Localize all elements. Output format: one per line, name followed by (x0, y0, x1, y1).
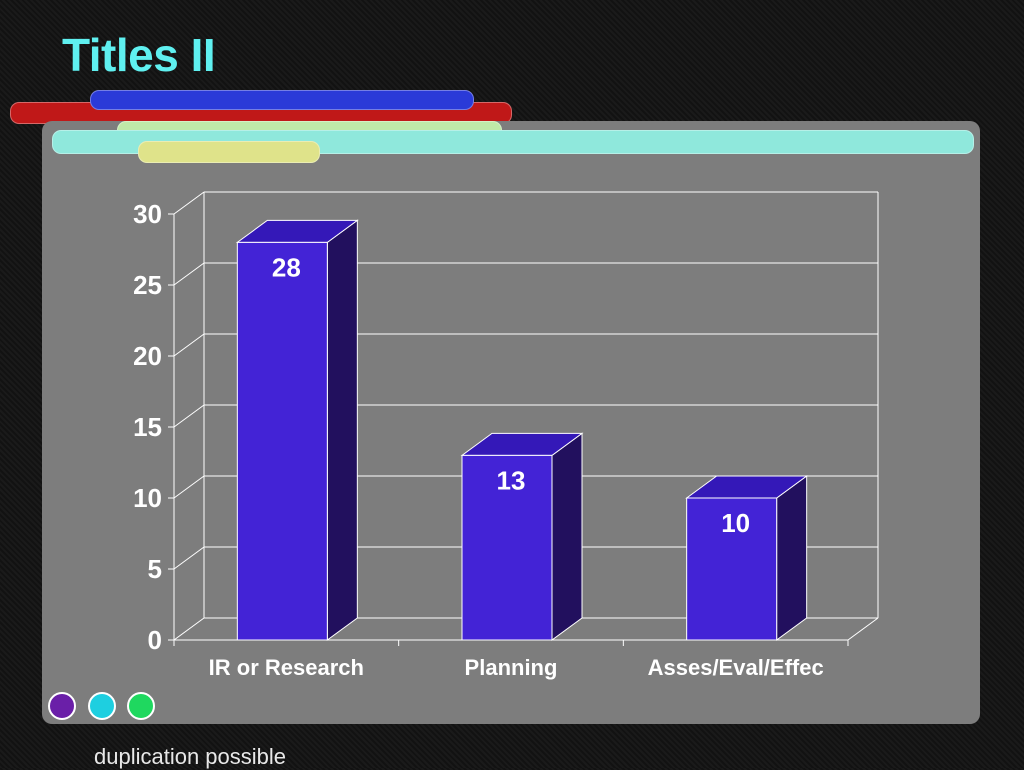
bar-side (326, 219, 358, 641)
y-tick-label: 25 (133, 270, 162, 300)
floor-edge (847, 617, 879, 641)
bar (461, 454, 553, 641)
x-tick-label: Asses/Eval/Effec (648, 655, 824, 680)
y-tick-label: 30 (133, 199, 162, 229)
bar (236, 241, 328, 641)
y-tick-label: 15 (133, 412, 162, 442)
gridline-depth (173, 546, 205, 570)
data-label: 10 (721, 508, 750, 538)
page-title: Titles II (62, 29, 216, 81)
gridline-depth (173, 191, 205, 215)
gridline-depth (173, 617, 205, 641)
y-tick-label: 0 (148, 625, 162, 655)
purple-dot-icon (48, 692, 76, 720)
y-tick-label: 20 (133, 341, 162, 371)
y-tick-label: 10 (133, 483, 162, 513)
gridline-depth (173, 333, 205, 357)
data-label: 28 (272, 252, 301, 282)
cyan-dot-icon (88, 692, 116, 720)
bar (686, 497, 778, 641)
data-label: 13 (497, 465, 526, 495)
x-tick-label: Planning (465, 655, 558, 680)
bar-side (776, 475, 808, 641)
x-tick-label: IR or Research (209, 655, 364, 680)
y-tick-label: 5 (148, 554, 162, 584)
gridline-depth (173, 475, 205, 499)
gridline-depth (173, 404, 205, 428)
green-dot-icon (127, 692, 155, 720)
bar-side (551, 432, 583, 641)
decorative-yellow-bar (138, 141, 320, 163)
gridline-depth (173, 262, 205, 286)
decorative-blue-bar (90, 90, 474, 110)
footnote: duplication possible (94, 744, 287, 769)
